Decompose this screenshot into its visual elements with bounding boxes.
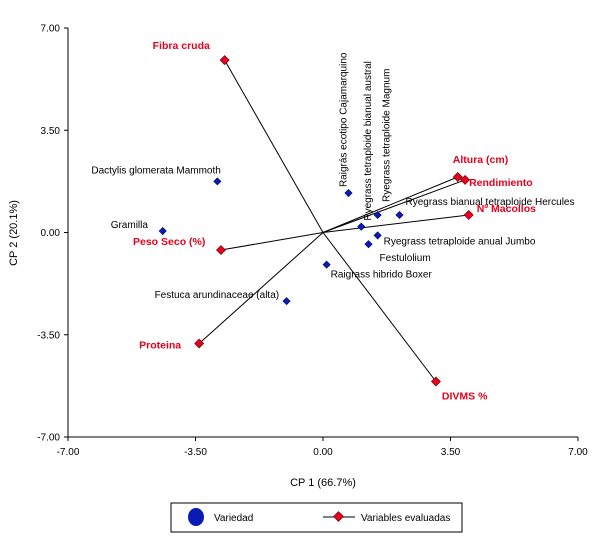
- x-tick-label: -3.50: [184, 447, 207, 458]
- variable-label: Altura (cm): [453, 154, 508, 166]
- variable-marker: [194, 338, 205, 349]
- variety-point: [158, 227, 167, 236]
- variety-label: Festulolium: [380, 253, 431, 264]
- variable-marker: [216, 245, 226, 255]
- variable-marker: [460, 174, 471, 185]
- variety-point: [213, 177, 222, 186]
- variable-marker: [452, 172, 463, 182]
- legend: Variedad Variables evaluadas: [170, 502, 463, 533]
- variable-label: Proteina: [139, 340, 181, 352]
- variable-label: Fibra cruda: [153, 40, 210, 52]
- variety-label: Ryegrass tetraploide bianual austral: [363, 61, 374, 221]
- x-tick-label: -7.00: [57, 447, 80, 458]
- variety-point: [357, 222, 366, 231]
- vector-line: [322, 232, 437, 382]
- legend-variety-marker: [188, 508, 204, 526]
- vector-line: [198, 232, 324, 344]
- variable-label: DIVMS %: [442, 390, 488, 402]
- y-axis-label: CP 2 (20.1%): [8, 200, 20, 266]
- x-tick-label: 0.00: [313, 447, 333, 458]
- variety-label: Gramilla: [111, 220, 149, 231]
- vector-line: [322, 176, 458, 233]
- vector-line: [220, 232, 324, 251]
- legend-variables-label: Variables evaluadas: [361, 513, 450, 524]
- variety-point: [373, 231, 382, 240]
- legend-variables-marker: [333, 511, 344, 522]
- variety-point: [282, 297, 291, 306]
- x-tick-label: 7.00: [568, 447, 588, 458]
- variety-point: [395, 210, 404, 220]
- y-tick-label: 0.00: [41, 228, 61, 239]
- y-tick-label: -3.50: [37, 330, 60, 341]
- legend-box: [170, 502, 463, 533]
- vector-line: [224, 59, 324, 233]
- axes: -7.00 -3.50 0.00 3.50 7.00 7.00 3.50 0.00 -3.50 -…: [37, 24, 588, 459]
- x-axis-label: CP 1 (66.7%): [290, 477, 356, 489]
- variable-label: Peso Seco (%): [133, 236, 205, 248]
- legend-variety-label: Variedad: [214, 513, 253, 524]
- y-tick-label: 3.50: [41, 126, 61, 137]
- variety-label: Festuca arundinaceae (alta): [155, 290, 280, 301]
- y-tick-label: -7.00: [37, 433, 60, 444]
- variety-label: Raigrás ecotipo Cajamarquino: [339, 52, 350, 187]
- variety-label: Raigrass hibrido Boxer: [331, 270, 433, 281]
- vector-line: [322, 214, 469, 233]
- variable-label: Nº Macollos: [477, 203, 536, 215]
- variety-point: [364, 240, 373, 249]
- variety-label: Ryegrass bianual tetraploide Hercules: [406, 197, 575, 208]
- variable-marker: [463, 210, 474, 220]
- y-tick-label: 7.00: [41, 24, 61, 35]
- variety-points: [158, 177, 404, 306]
- variety-point: [373, 210, 382, 220]
- variety-point: [344, 189, 353, 198]
- variable-marker: [219, 55, 230, 66]
- variety-point: [322, 260, 331, 269]
- variety-label: Dactylis glomerata Mammoth: [91, 165, 220, 176]
- variable-vectors: Fibra cruda Altura (cm) Rendimiento Nº Maco…: [133, 40, 536, 402]
- point-labels: Dactylis glomerata Mammoth Gramilla Festuc…: [91, 52, 574, 301]
- variety-label: Ryegrass tetraploide anual Jumbo: [384, 236, 536, 247]
- variety-label: Ryegrass tetraploide Magnum: [382, 69, 393, 202]
- variable-label: Rendimiento: [469, 177, 533, 189]
- x-tick-label: 3.50: [441, 447, 461, 458]
- vector-line: [322, 179, 466, 233]
- variable-marker: [430, 376, 441, 387]
